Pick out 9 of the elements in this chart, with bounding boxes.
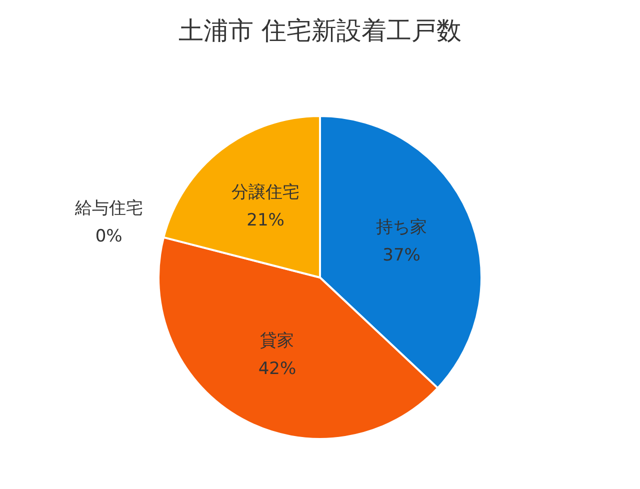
data-label: 21%	[246, 210, 284, 231]
text: 0%	[95, 226, 122, 247]
chart-title: 土浦市 住宅新設着工戸数	[178, 15, 462, 47]
slice-label: 持ち家	[376, 218, 428, 238]
data-label: 42%	[258, 358, 296, 379]
slice-label: 貸家	[260, 330, 294, 351]
data-label: 37%	[382, 246, 420, 266]
slice-label: 分譲住宅	[232, 182, 300, 203]
category-label: 給与住宅	[74, 198, 143, 219]
